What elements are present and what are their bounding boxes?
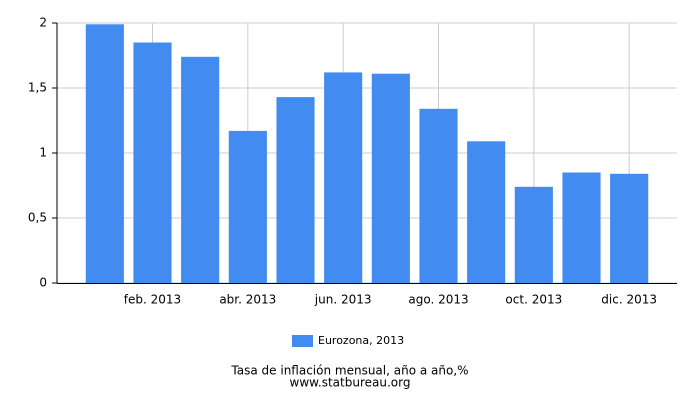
bar [85,24,124,284]
bar [181,56,220,283]
x-tick-label: jun. 2013 [314,293,372,307]
y-tick-label: 0 [39,276,47,290]
bar [467,141,506,283]
legend-label: Eurozona, 2013 [318,334,404,347]
y-tick-label: 1 [39,146,47,160]
legend-swatch [292,335,313,347]
chart-title: Tasa de inflación mensual, año a año,% [230,364,468,378]
bar [419,108,458,283]
x-tick-label: abr. 2013 [219,293,276,307]
bar [610,173,649,283]
bar [371,73,410,283]
x-tick-label: feb. 2013 [124,293,181,307]
bar [133,42,172,283]
source: www.statbureau.org [290,376,411,390]
bar [514,186,553,283]
x-tick-label: dic. 2013 [601,293,657,307]
y-tick-label: 0,5 [28,211,47,225]
bar [276,97,315,283]
y-tick-label: 1,5 [28,81,47,95]
bar [324,72,363,284]
bar [562,172,601,283]
y-tick-label: 2 [39,16,47,30]
x-tick-label: oct. 2013 [505,293,562,307]
x-tick-label: ago. 2013 [408,293,468,307]
bar [228,130,267,283]
